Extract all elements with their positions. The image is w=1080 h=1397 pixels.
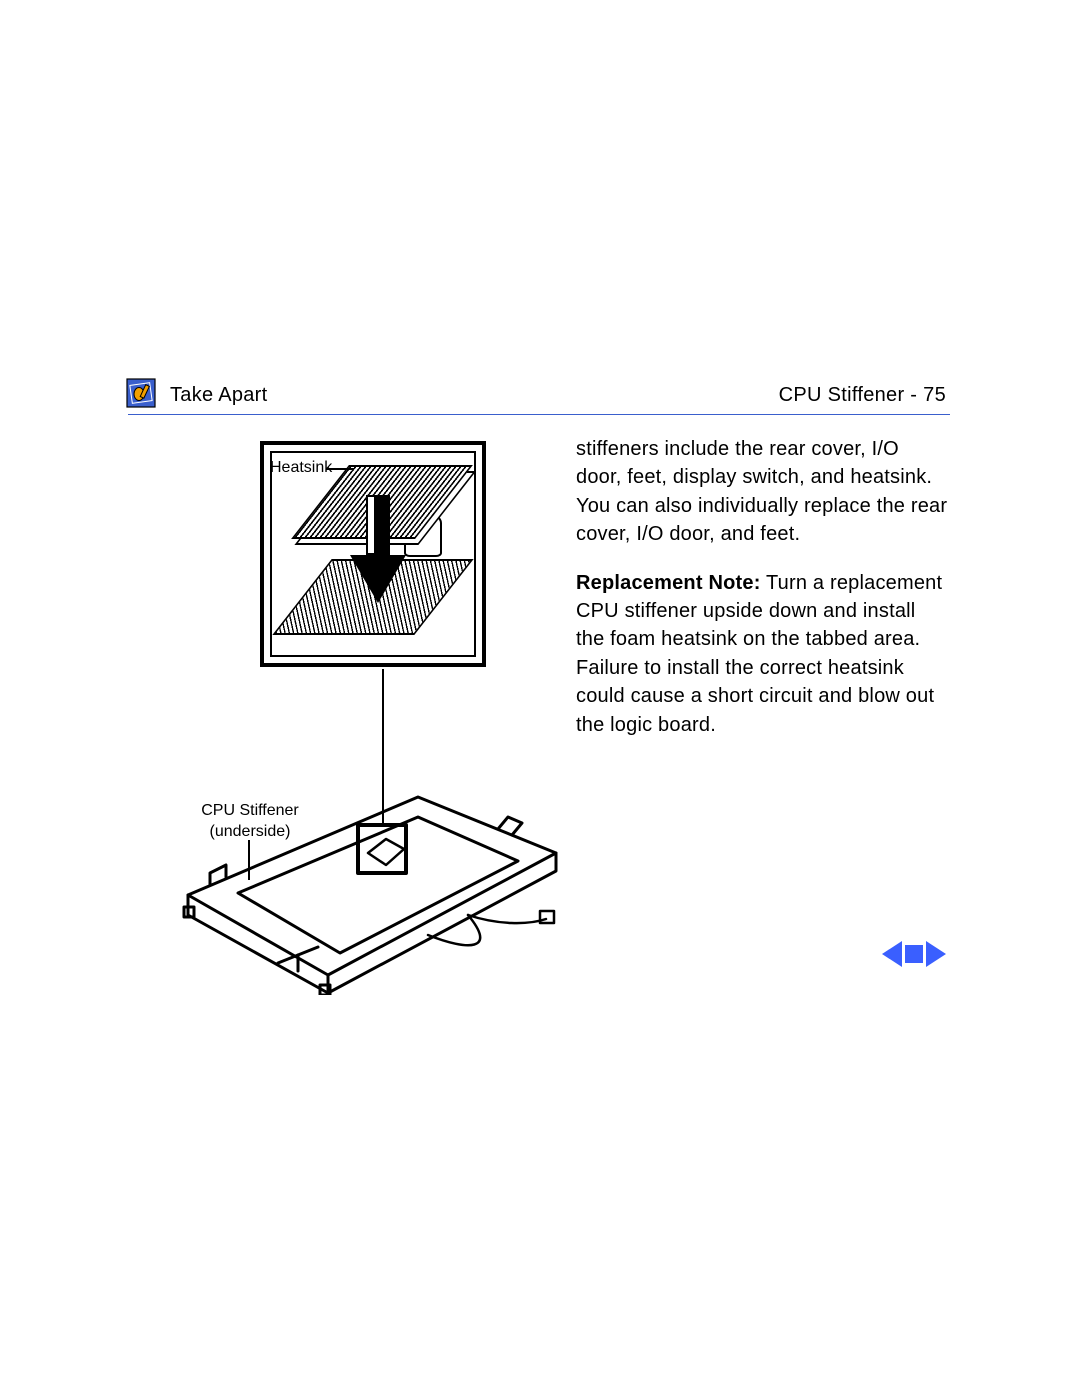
label-heatsink: Heatsink <box>270 459 332 477</box>
label-stiffener-line2: (underside) <box>210 823 291 840</box>
paragraph-2: Replacement Note: Turn a replacement CPU… <box>576 569 948 739</box>
body-text: stiffeners include the rear cover, I/O d… <box>576 435 948 759</box>
nav-next-icon[interactable] <box>926 941 946 967</box>
nav-prev-icon[interactable] <box>882 941 902 967</box>
heatsink-leader-line <box>326 468 354 470</box>
header-section: Take Apart <box>170 384 268 407</box>
header-page-number: 75 <box>923 384 946 406</box>
page-header: Take Apart CPU Stiffener - 75 <box>128 382 950 415</box>
install-arrow-icon <box>350 495 406 605</box>
page-nav <box>882 941 946 967</box>
header-title: CPU Stiffener <box>779 384 905 406</box>
header-title-block: CPU Stiffener - 75 <box>779 384 946 407</box>
replacement-note-body: Turn a replacement CPU stiffener upside … <box>576 572 942 736</box>
replacement-note-label: Replacement Note: <box>576 572 761 594</box>
label-stiffener-line1: CPU Stiffener <box>201 802 299 819</box>
nav-stop-icon[interactable] <box>905 945 923 963</box>
paragraph-1: stiffeners include the rear cover, I/O d… <box>576 435 948 549</box>
toolbox-icon <box>126 378 156 408</box>
content-area: Take Apart CPU Stiffener - 75 Heatsink <box>128 382 950 435</box>
inset-detail <box>270 451 476 657</box>
stiffener-leader-line <box>248 840 250 880</box>
header-sep: - <box>904 384 923 406</box>
figure: Heatsink <box>168 435 568 1015</box>
label-stiffener: CPU Stiffener (underside) <box>190 801 310 843</box>
page: Take Apart CPU Stiffener - 75 Heatsink <box>0 0 1080 1397</box>
